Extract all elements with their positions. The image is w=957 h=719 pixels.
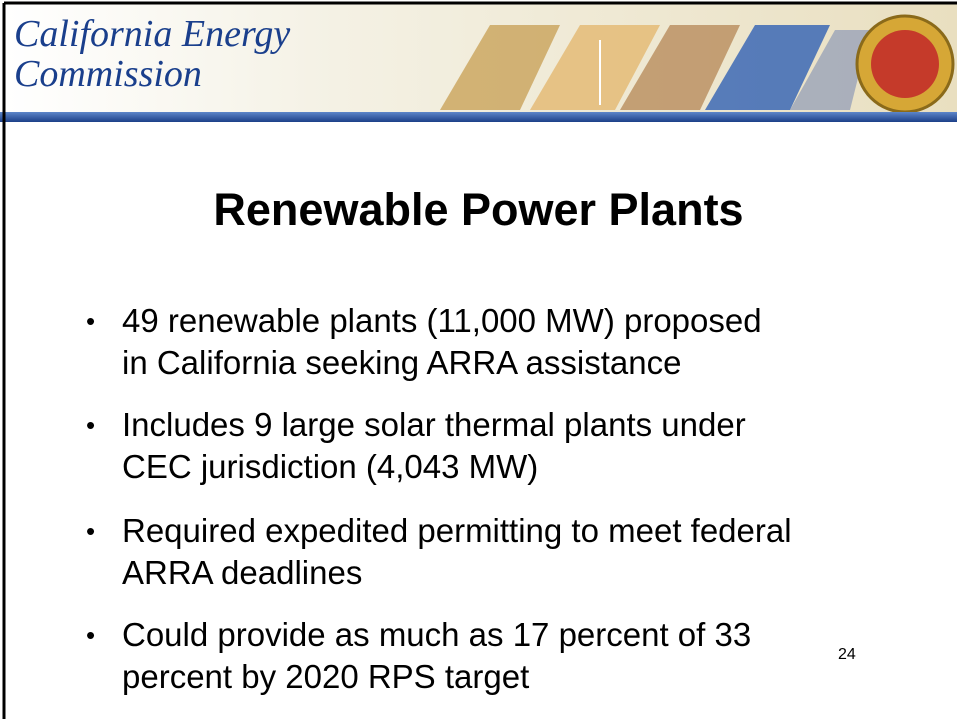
page-number: 24: [838, 646, 856, 664]
bullet-marker: •: [86, 510, 95, 552]
bullet-text: CEC jurisdiction (4,043 MW): [122, 446, 538, 488]
bullet-text: Could provide as much as 17 percent of 3…: [122, 614, 751, 656]
bullet-marker: •: [86, 614, 95, 656]
bullet-text: in California seeking ARRA assistance: [122, 342, 681, 384]
organization-name: California Energy: [14, 16, 290, 52]
bullet-text: ARRA deadlines: [122, 552, 362, 594]
organization-name: Commission: [14, 56, 202, 92]
slide-title: Renewable Power Plants: [0, 184, 957, 236]
bullet-text: 49 renewable plants (11,000 MW) proposed: [122, 300, 762, 342]
bullet-text: Includes 9 large solar thermal plants un…: [122, 404, 746, 446]
bullet-marker: •: [86, 300, 95, 342]
slide: California Energy Commission Renewable P…: [0, 0, 957, 719]
bullet-text: Required expedited permitting to meet fe…: [122, 510, 792, 552]
bullet-text: percent by 2020 RPS target: [122, 656, 529, 698]
bullet-marker: •: [86, 404, 95, 446]
